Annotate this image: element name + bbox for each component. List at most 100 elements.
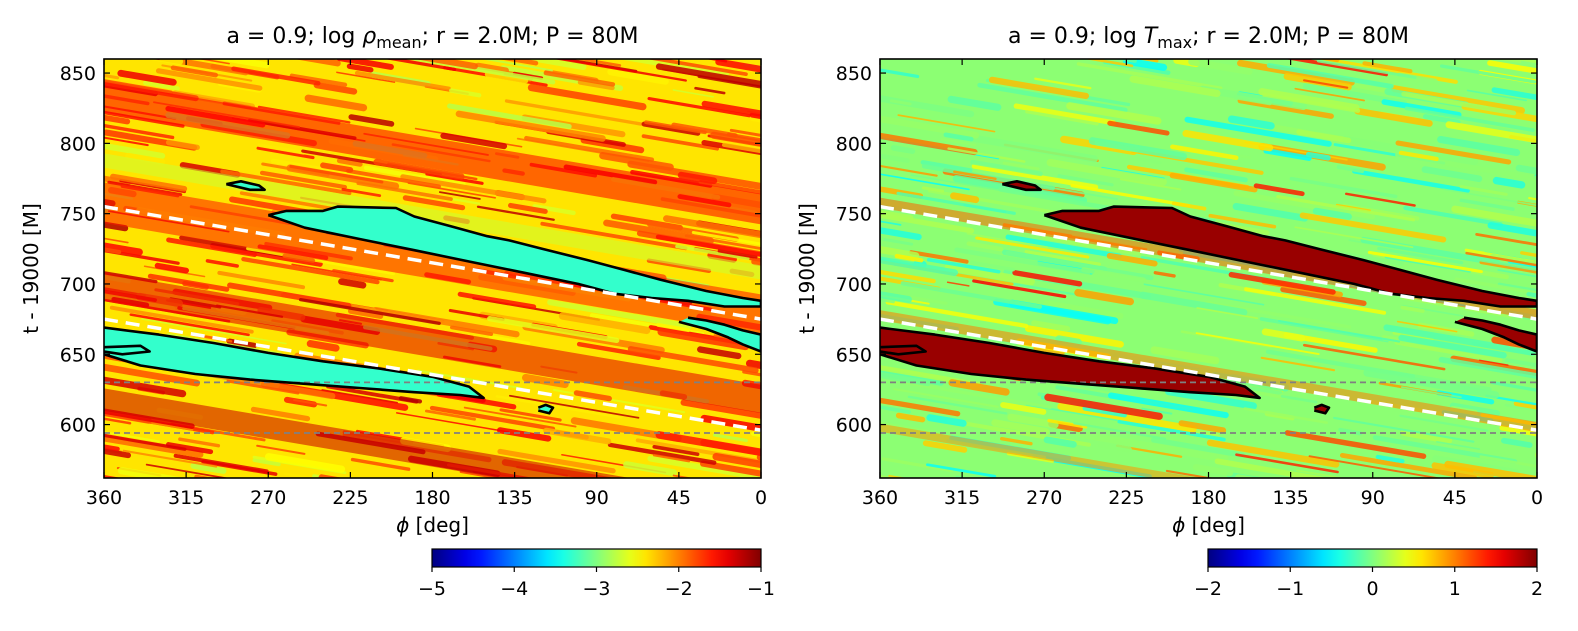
heatmap-streak [1119, 178, 1182, 191]
heatmap-streak [580, 137, 645, 154]
heatmap-streak [1184, 116, 1332, 147]
y-tick-label: 600 [836, 415, 872, 437]
heatmap-streak [700, 460, 761, 477]
heatmap-streak [977, 82, 1128, 113]
x-tick-label: 225 [1108, 487, 1144, 509]
heatmap-streak [1454, 277, 1537, 295]
heatmap-streak [476, 205, 555, 221]
heatmap-streak [346, 168, 441, 189]
heatmap-streak [104, 376, 187, 398]
heatmap-streak [527, 84, 647, 111]
heatmap-streak [348, 114, 395, 127]
heatmap-streak [1070, 184, 1191, 208]
heatmap-streak [1196, 307, 1259, 320]
heatmap-streak [1479, 455, 1537, 468]
heatmap-streak [293, 59, 341, 67]
heatmap-streak [1363, 369, 1500, 399]
x-tick-label: 0 [755, 487, 767, 509]
heatmap-streak [104, 271, 158, 284]
colorbar [1207, 548, 1538, 568]
heatmap-streak [921, 186, 945, 193]
heatmap-streak [1145, 500, 1197, 509]
heatmap-streak [283, 472, 317, 478]
heatmap-streak [289, 73, 348, 87]
heatmap-streak [320, 162, 354, 173]
heatmap-streak [257, 143, 306, 155]
heatmap-streak [710, 131, 761, 147]
heatmap-streak [947, 95, 1002, 111]
heatmap-streak [1336, 165, 1365, 174]
heatmap-streak [720, 35, 749, 40]
colorbar-tick-label: 2 [1531, 578, 1543, 600]
heatmap-streak [425, 172, 484, 185]
contour-fill-3 [880, 327, 1260, 398]
heatmap-streak [154, 262, 189, 274]
heatmap-streak [487, 315, 620, 344]
heatmap-streak [967, 513, 1022, 522]
heatmap-streak [498, 59, 539, 66]
heatmap-streak [1327, 506, 1459, 529]
heatmap-streak [1377, 507, 1439, 518]
heatmap-streak [236, 512, 274, 518]
heatmap-streak [1339, 452, 1478, 478]
x-tick-label: 180 [414, 487, 450, 509]
heatmap-band [104, 388, 631, 478]
heatmap-streak [895, 412, 926, 423]
heatmap-streak [1227, 115, 1275, 130]
heatmap-streak [373, 158, 465, 180]
contour-line-3 [104, 326, 485, 400]
heatmap-streak [304, 94, 368, 112]
heatmap-streak [1484, 125, 1511, 133]
heatmap-streak [429, 405, 556, 431]
heatmap-streak [1487, 222, 1537, 237]
heatmap-streak [253, 9, 281, 14]
heatmap-streak [957, 132, 1098, 163]
heatmap-streak [1518, 508, 1578, 521]
heatmap-streak [1143, 283, 1265, 306]
heatmap-streak [131, 44, 195, 55]
heatmap-streak [712, 433, 748, 443]
heatmap-streak [1033, 346, 1065, 356]
heatmap-streak [1481, 47, 1550, 59]
heatmap-streak [1421, 166, 1483, 183]
heatmap-streak [141, 318, 287, 345]
heatmap-streak [1150, 346, 1220, 365]
heatmap-streak [400, 174, 547, 204]
heatmap-streak [58, 10, 199, 34]
colorbar-tick-label: −4 [500, 578, 528, 600]
heatmap-streak [189, 512, 321, 535]
heatmap-streak [1082, 405, 1128, 418]
heatmap-streak [518, 59, 587, 71]
heatmap-streak [1025, 110, 1099, 126]
heatmap-streak [897, 26, 997, 43]
heatmap-streak [178, 29, 219, 36]
heatmap-streak [966, 241, 1004, 252]
heatmap-streak [265, 453, 346, 473]
heatmap-streak [880, 153, 910, 163]
heatmap-streak [1330, 10, 1404, 23]
heatmap-streak [1316, 59, 1417, 79]
heatmap-streak [336, 71, 396, 83]
heatmap-streak [1081, 267, 1147, 283]
heatmap-streak [475, 62, 509, 74]
heatmap-streak [890, 145, 916, 154]
heatmap-streak [881, 457, 954, 473]
heatmap-streak [424, 409, 477, 421]
heatmap-streak [329, 521, 405, 534]
heatmap-streak [766, 458, 810, 465]
heatmap-streak [894, 254, 924, 263]
heatmap-streak [1497, 269, 1537, 278]
contour-line-4 [104, 344, 151, 356]
heatmap-streak [1438, 356, 1537, 379]
heatmap-streak [349, 0, 448, 16]
contour-line-3 [880, 326, 1261, 400]
heatmap-streak [109, 305, 254, 334]
contour-line-2 [1001, 180, 1042, 192]
heatmap-band [104, 272, 761, 414]
heatmap-streak [498, 522, 594, 538]
heatmap-streak [1341, 136, 1479, 166]
heatmap-streak [1044, 393, 1163, 420]
heatmap-streak [691, 231, 761, 246]
heatmap-streak [558, 312, 651, 335]
heatmap-streak [1232, 202, 1309, 222]
